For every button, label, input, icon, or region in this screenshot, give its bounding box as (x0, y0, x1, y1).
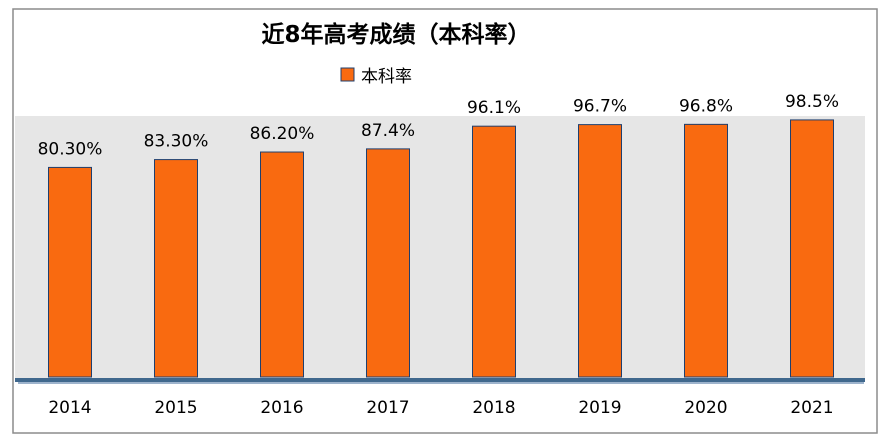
data-label: 96.7% (573, 97, 627, 117)
data-label: 87.4% (361, 121, 415, 141)
floor-shadow (18, 382, 864, 384)
data-label: 98.5% (785, 92, 839, 112)
x-tick-label: 2020 (684, 398, 727, 418)
chart-title: 近8年高考成绩（本科率） (261, 21, 530, 48)
bar-2016 (260, 151, 304, 378)
bar-2014 (48, 166, 92, 378)
data-label: 80.30% (38, 139, 103, 159)
data-label: 96.8% (679, 96, 733, 116)
axis-floor (15, 378, 865, 382)
data-label: 86.20% (250, 124, 315, 144)
x-tick-label: 2015 (154, 398, 197, 418)
data-label: 96.1% (467, 98, 521, 118)
x-tick-label: 2018 (472, 398, 515, 418)
data-label: 83.30% (144, 132, 209, 152)
x-tick-label: 2019 (578, 398, 621, 418)
legend-swatch (340, 67, 355, 82)
bar-2015 (154, 159, 198, 378)
legend-label: 本科率 (361, 67, 412, 87)
bar-2019 (578, 124, 622, 378)
x-tick-label: 2016 (260, 398, 303, 418)
x-tick-label: 2014 (48, 398, 91, 418)
x-tick-label: 2021 (790, 398, 833, 418)
bar-2021 (790, 119, 834, 378)
bar-2017 (366, 148, 410, 378)
x-tick-label: 2017 (366, 398, 409, 418)
plot-area (15, 116, 865, 378)
bar-2018 (472, 125, 516, 378)
bar-2020 (684, 123, 728, 378)
